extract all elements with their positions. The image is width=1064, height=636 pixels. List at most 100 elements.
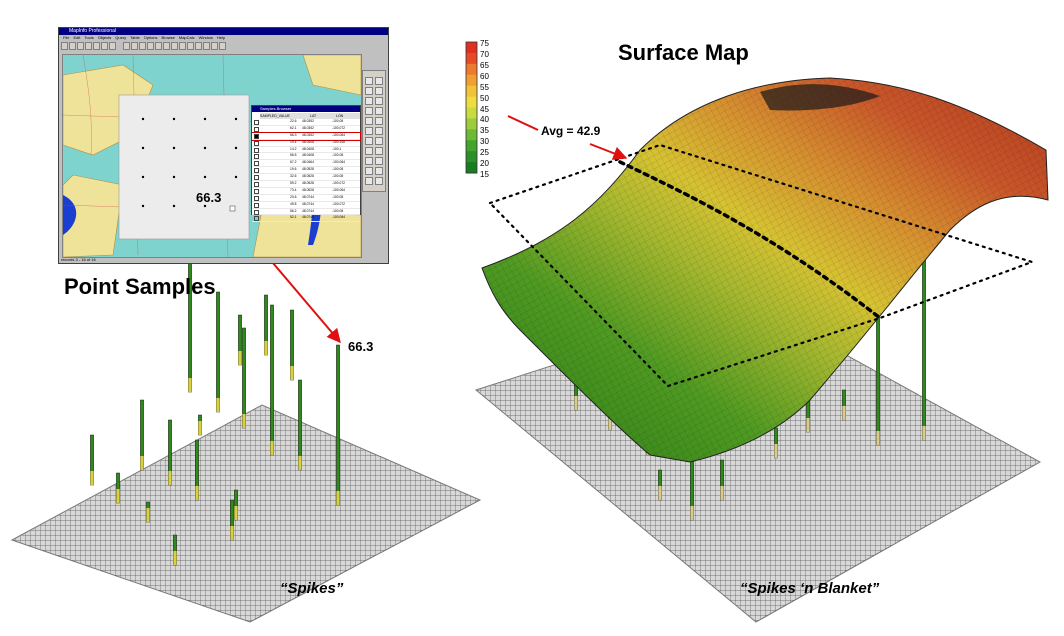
app-menu-item[interactable]: Edit [73, 35, 81, 40]
app-menu-item[interactable]: Query [115, 35, 127, 40]
toolbar-button[interactable] [93, 42, 100, 50]
app-menu-item[interactable]: Help [216, 35, 226, 40]
palette-tool-button[interactable] [365, 117, 373, 125]
toolbar-button[interactable] [171, 42, 178, 50]
legend-swatch [466, 85, 477, 98]
row-checkbox[interactable] [254, 168, 259, 174]
samples-table-row[interactable]: 32.6 48.0528 -100.08 [252, 174, 360, 182]
palette-tool-button[interactable] [375, 117, 383, 125]
row-checkbox[interactable] [254, 182, 259, 188]
palette-tool-button[interactable] [375, 77, 383, 85]
row-checkbox[interactable] [254, 195, 259, 201]
samples-table-row[interactable]: 49.8 48.0744 -100.072 [252, 202, 360, 209]
palette-tool-button[interactable] [365, 167, 373, 175]
palette-tool-button[interactable] [365, 177, 373, 185]
toolbar-button[interactable] [163, 42, 170, 50]
app-menu-item[interactable]: Browse [161, 35, 175, 40]
palette-tool-button[interactable] [365, 97, 373, 105]
toolbar-button[interactable] [195, 42, 202, 50]
table-cell: 22.6 [290, 119, 297, 123]
samples-table-row[interactable]: 19.4 48.0408 -100.108 [252, 140, 360, 147]
table-cell: -100.072 [332, 125, 346, 130]
toolbar-button[interactable] [109, 42, 116, 50]
palette-tool-button[interactable] [375, 97, 383, 105]
samples-table-row[interactable]: 62.1 48.0352 -100.072 [252, 126, 360, 133]
row-checkbox[interactable] [254, 202, 259, 208]
row-checkbox[interactable] [254, 154, 259, 160]
samples-table-row[interactable]: 19.6 48.0528 -100.08 [252, 167, 360, 175]
app-menu-item[interactable]: Tools [84, 35, 94, 40]
sample-spike [198, 414, 202, 436]
app-menu-item[interactable]: File [63, 35, 70, 40]
samples-table-row[interactable]: 14.2 48.0408 -100.1 [252, 147, 360, 154]
palette-tool-button[interactable] [375, 87, 383, 95]
palette-tool-button[interactable] [365, 127, 373, 135]
palette-tool-button[interactable] [365, 137, 373, 145]
row-checkbox[interactable] [254, 140, 259, 146]
toolbar-button[interactable] [155, 42, 162, 50]
palette-tool-button[interactable] [375, 127, 383, 135]
toolbar-button[interactable] [179, 42, 186, 50]
row-checkbox[interactable] [254, 147, 259, 153]
palette-tool-button[interactable] [375, 157, 383, 165]
row-checkbox[interactable] [254, 120, 259, 125]
row-checkbox[interactable] [254, 175, 259, 181]
table-cell: -100.08 [332, 194, 344, 199]
app-menu-item[interactable]: Table [130, 35, 140, 40]
table-cell: 49.8 [290, 201, 297, 206]
toolbar-button[interactable] [69, 42, 76, 50]
palette-tool-button[interactable] [375, 137, 383, 145]
toolbar-button[interactable] [123, 42, 130, 50]
row-checkbox[interactable] [254, 161, 259, 167]
palette-tool-button[interactable] [365, 157, 373, 165]
legend-tick-label: 60 [480, 71, 489, 81]
samples-browser-title: Samples Browser [252, 106, 360, 112]
tool-palette [362, 70, 386, 192]
toolbar-button[interactable] [147, 42, 154, 50]
surface-blanket [481, 77, 1049, 463]
sample-spike [298, 379, 302, 471]
palette-tool-button[interactable] [375, 147, 383, 155]
palette-tool-button[interactable] [375, 107, 383, 115]
app-menu-item[interactable]: MapCalc [178, 35, 195, 40]
app-menu-item[interactable]: Objects [97, 35, 112, 40]
legend-swatch [466, 162, 477, 174]
toolbar-button[interactable] [187, 42, 194, 50]
palette-tool-button[interactable] [375, 177, 383, 185]
palette-tool-button[interactable] [365, 107, 373, 115]
samples-table-row[interactable]: 22.6 48.0352 -100.08 [252, 119, 360, 126]
samples-table-row[interactable]: 56.2 48.0744 -100.08 [252, 209, 360, 216]
toolbar-button[interactable] [211, 42, 218, 50]
row-checkbox[interactable] [254, 133, 259, 139]
toolbar-button[interactable] [101, 42, 108, 50]
toolbar-button[interactable] [77, 42, 84, 50]
sample-spike [720, 459, 724, 501]
legend-tick-label: 35 [480, 126, 489, 136]
toolbar-button[interactable] [85, 42, 92, 50]
samples-table-row[interactable]: 56.5 48.0408 -100.08 [252, 153, 360, 161]
samples-table-row[interactable]: 66.3 48.0352 -100.064 [251, 131, 361, 141]
toolbar-button[interactable] [219, 42, 226, 50]
row-checkbox[interactable] [254, 216, 259, 222]
samples-table-row[interactable]: 52.1 48.0744 -100.064 [252, 215, 360, 223]
palette-tool-button[interactable] [365, 147, 373, 155]
samples-table-row[interactable]: 67.2 48.0464 -100.064 [252, 160, 360, 168]
app-menu-item[interactable]: Options [143, 35, 158, 40]
table-cell: -100.08 [332, 153, 344, 158]
toolbar-button[interactable] [131, 42, 138, 50]
table-cell: 62.1 [290, 125, 297, 130]
table-cell: -100.08 [332, 208, 344, 213]
row-checkbox[interactable] [254, 126, 259, 132]
palette-tool-button[interactable] [365, 87, 373, 95]
samples-table-row[interactable]: 20.6 48.0744 -100.08 [252, 195, 360, 202]
samples-table-row[interactable]: 73.4 48.0528 -100.064 [252, 188, 360, 195]
palette-tool-button[interactable] [365, 77, 373, 85]
row-checkbox[interactable] [254, 188, 259, 194]
samples-table-row[interactable]: 59.2 48.0528 -100.072 [252, 181, 360, 188]
palette-tool-button[interactable] [375, 167, 383, 175]
row-checkbox[interactable] [254, 209, 259, 215]
toolbar-button[interactable] [203, 42, 210, 50]
toolbar-button[interactable] [139, 42, 146, 50]
app-menu-item[interactable]: Window [198, 35, 213, 40]
toolbar-button[interactable] [61, 42, 68, 50]
